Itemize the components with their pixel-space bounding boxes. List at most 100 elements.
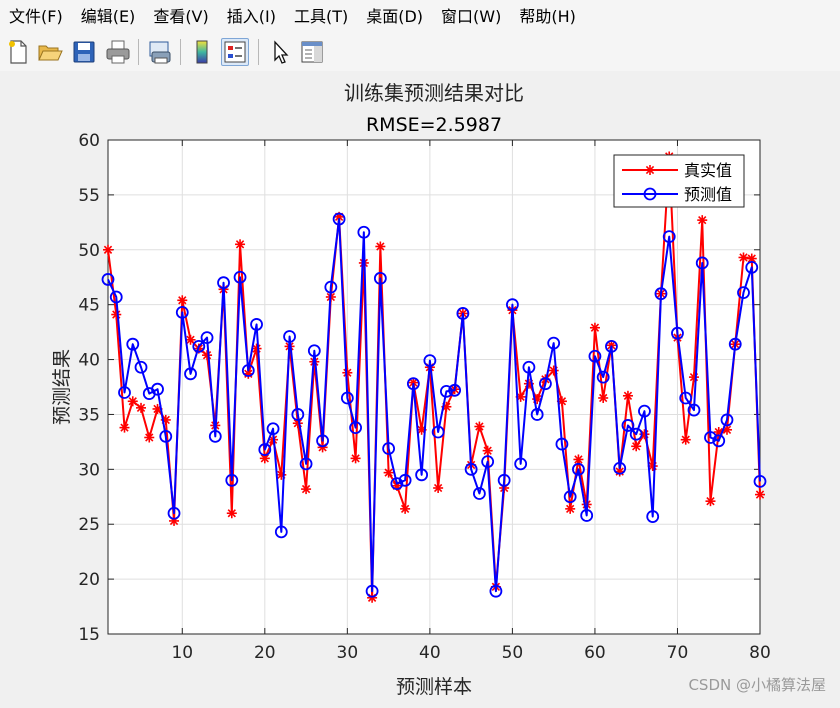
- colorbar-icon[interactable]: [188, 38, 216, 66]
- data-point-circle: [208, 429, 222, 443]
- menu-edit[interactable]: 编辑(E): [80, 7, 136, 26]
- y-tick-label: 30: [78, 460, 100, 480]
- y-tick-label: 60: [78, 131, 100, 151]
- data-point-asterisk: [375, 241, 386, 252]
- series-layer: [101, 151, 767, 603]
- data-point-circle: [753, 475, 767, 488]
- data-point-circle: [489, 584, 503, 598]
- data-point-circle: [621, 419, 635, 432]
- chart-subtitle: RMSE=2.5987: [366, 114, 502, 136]
- y-tick-label: 45: [78, 296, 100, 316]
- data-point-circle: [398, 473, 412, 487]
- data-point-circle: [448, 383, 462, 397]
- data-point-asterisk: [631, 441, 642, 452]
- y-tick-label: 25: [78, 515, 100, 535]
- data-point-circle: [373, 271, 387, 285]
- y-tick-label: 15: [78, 625, 100, 645]
- new-file-icon[interactable]: [4, 38, 32, 66]
- x-tick-label: 40: [419, 643, 441, 663]
- data-point-circle: [241, 364, 255, 377]
- data-point-circle: [720, 413, 734, 427]
- data-point-circle: [539, 377, 552, 391]
- menu-window[interactable]: 窗口(W): [441, 7, 502, 26]
- data-point-circle: [324, 280, 338, 294]
- data-point-circle: [431, 425, 445, 439]
- data-point-circle: [233, 270, 247, 284]
- data-point-asterisk: [383, 467, 394, 478]
- print-preview-icon[interactable]: [146, 38, 174, 66]
- print-icon[interactable]: [104, 38, 132, 66]
- save-icon[interactable]: [70, 38, 98, 66]
- data-point-circle: [745, 260, 759, 274]
- x-tick-label: 20: [254, 643, 276, 663]
- data-point-asterisk: [119, 422, 130, 433]
- data-point-circle: [506, 298, 519, 312]
- data-point-circle: [225, 473, 239, 487]
- data-point-asterisk: [697, 215, 708, 226]
- data-point-asterisk: [103, 244, 113, 255]
- menu-tools[interactable]: 工具(T): [293, 7, 349, 26]
- data-point-circle: [514, 457, 528, 471]
- training-set-chart: 训练集预测结果对比 RMSE=2.5987 10 20 30 40 50 60 70 80 15…: [51, 81, 826, 698]
- toolbar: [0, 33, 840, 72]
- pointer-icon[interactable]: [266, 38, 294, 66]
- property-editor-icon[interactable]: [298, 38, 326, 66]
- data-point-circle: [390, 477, 404, 491]
- data-point-circle: [109, 290, 123, 304]
- open-folder-icon[interactable]: [36, 38, 64, 66]
- data-point-circle: [151, 382, 164, 396]
- data-point-asterisk: [202, 350, 213, 361]
- data-point-asterisk: [111, 309, 122, 320]
- data-point-circle: [274, 525, 288, 539]
- data-point-circle: [118, 386, 131, 399]
- data-point-circle: [266, 422, 280, 436]
- legend-box: [613, 154, 745, 208]
- data-point-circle: [349, 421, 362, 435]
- menu-bar: 文件(F) 编辑(E) 查看(V) 插入(I) 工具(T) 桌面(D) 窗口(W…: [0, 0, 840, 33]
- data-point-asterisk: [688, 372, 699, 383]
- data-point-asterisk: [645, 165, 655, 175]
- x-tick-label: 30: [337, 643, 359, 663]
- axes: 10 20 30 40 50 60 70 80 15 20 25 30 35 40 45 50 55 60: [78, 131, 770, 663]
- data-point-asterisk: [136, 402, 147, 413]
- data-point-circle: [695, 256, 709, 270]
- figure-canvas: 训练集预测结果对比 RMSE=2.5987 10 20 30 40 50 60 70 80 15…: [0, 71, 840, 704]
- plot-area: [108, 140, 760, 634]
- data-point-asterisk: [342, 367, 353, 378]
- axes-box: [107, 139, 761, 635]
- menu-view[interactable]: 查看(V): [153, 7, 209, 26]
- data-point-circle: [299, 457, 313, 471]
- data-point-circle: [184, 367, 197, 381]
- y-tick-label: 20: [78, 570, 100, 590]
- data-point-circle: [605, 339, 618, 353]
- data-point-circle: [101, 273, 115, 286]
- data-point-circle: [654, 287, 668, 301]
- data-point-circle: [563, 490, 577, 504]
- x-tick-label: 50: [502, 643, 524, 663]
- data-point-circle: [126, 337, 140, 351]
- data-point-circle: [643, 187, 657, 201]
- menu-help[interactable]: 帮助(H): [519, 7, 576, 26]
- menu-insert[interactable]: 插入(I): [226, 7, 276, 26]
- data-point-circle: [340, 391, 354, 405]
- menu-file[interactable]: 文件(F): [9, 7, 63, 26]
- data-point-asterisk: [565, 503, 576, 514]
- data-point-circle: [439, 384, 453, 398]
- data-point-asterisk: [573, 454, 584, 465]
- y-tick-label: 40: [78, 351, 100, 371]
- data-point-asterisk: [622, 390, 633, 401]
- data-point-circle: [365, 584, 379, 598]
- x-axis-label: 预测样本: [396, 676, 472, 698]
- chart-title: 训练集预测结果对比: [344, 81, 524, 105]
- data-point-asterisk: [474, 421, 485, 432]
- menu-desktop[interactable]: 桌面(D): [366, 7, 424, 26]
- data-point-circle: [175, 305, 189, 319]
- data-point-circle: [737, 286, 750, 299]
- legend-icon[interactable]: [221, 38, 249, 66]
- data-point-circle: [638, 404, 651, 418]
- data-point-asterisk: [127, 396, 138, 407]
- data-point-circle: [258, 443, 272, 456]
- data-point-circle: [671, 326, 684, 340]
- data-point-circle: [530, 408, 544, 421]
